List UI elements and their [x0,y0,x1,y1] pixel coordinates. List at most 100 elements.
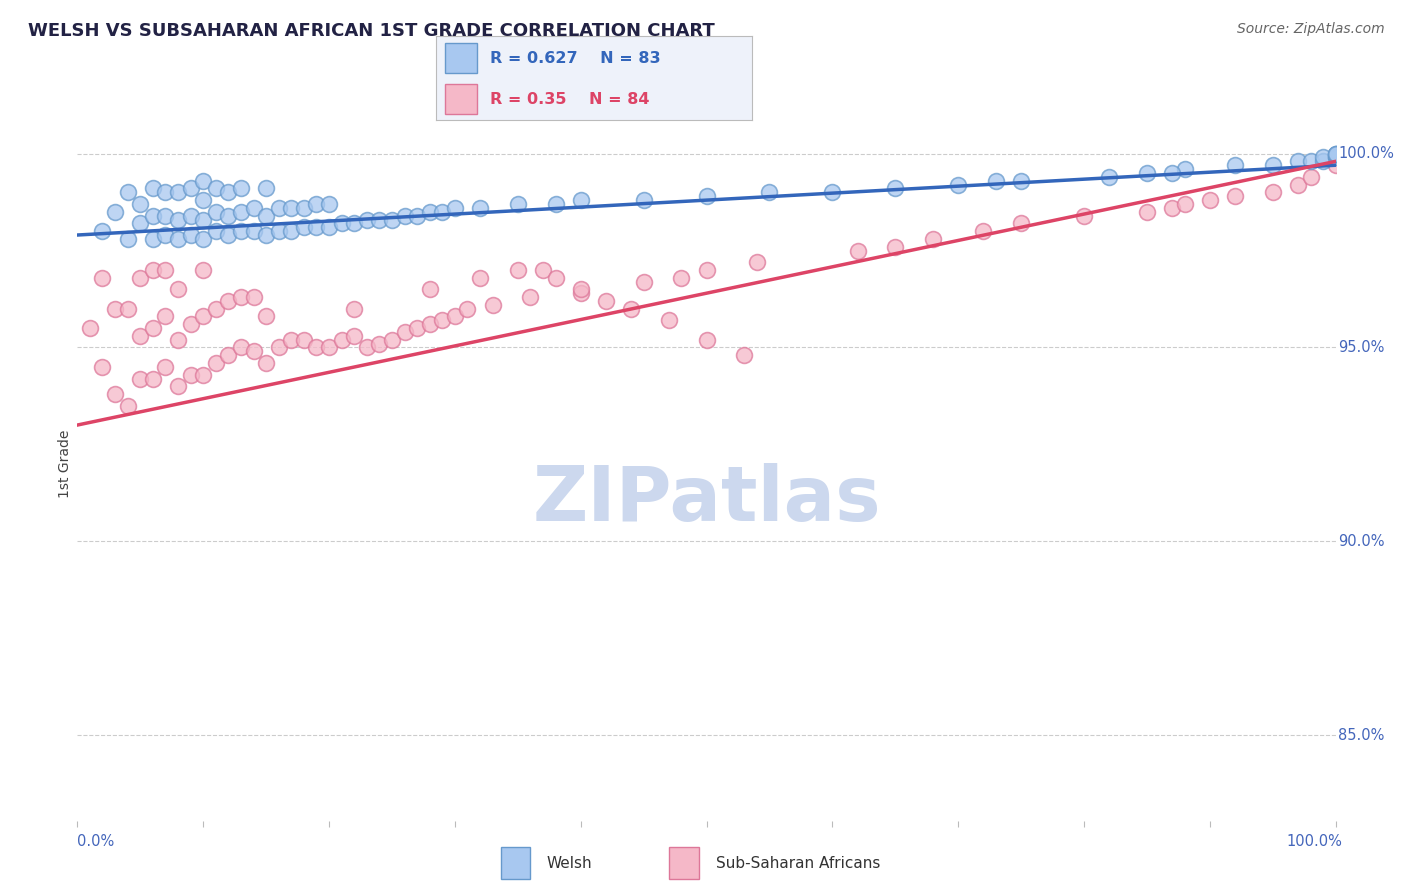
Point [381,333,404,347]
Point [254,310,277,324]
Point [129,197,152,211]
Point [506,197,529,211]
Point [142,181,165,195]
Point [204,224,226,238]
Point [267,201,290,215]
Point [444,201,467,215]
Point [191,263,215,277]
Point [104,204,127,219]
Y-axis label: 1st Grade: 1st Grade [58,430,72,498]
Point [129,371,152,385]
Point [254,356,277,370]
Point [280,224,302,238]
Point [481,298,503,312]
Point [1174,197,1197,211]
Point [217,186,239,200]
Point [79,321,101,335]
Bar [446,84,477,113]
Point [318,197,340,211]
Point [696,263,718,277]
Point [229,290,252,304]
Point [406,209,429,223]
Point [167,333,190,347]
Point [180,209,202,223]
Point [984,174,1007,188]
Point [1261,186,1284,200]
Point [1286,154,1309,169]
Point [318,220,340,235]
Point [419,317,441,331]
Point [1223,189,1246,203]
Point [229,341,252,355]
Point [544,270,567,285]
Point [305,197,328,211]
Point [381,212,404,227]
Point [658,313,681,327]
Point [204,356,226,370]
Point [1324,151,1347,165]
Point [167,232,190,246]
Point [204,181,226,195]
Point [191,193,215,207]
Point [394,209,416,223]
Point [633,193,655,207]
Point [155,310,177,324]
Point [155,359,177,374]
Point [1312,154,1334,169]
Point [1324,151,1347,165]
Bar [446,44,477,73]
Text: 100.0%: 100.0% [1339,146,1395,161]
Point [1299,169,1322,184]
Point [155,186,177,200]
Point [569,282,592,296]
Point [129,329,152,343]
Point [242,344,264,359]
Point [620,301,643,316]
Point [292,220,315,235]
Point [671,270,693,285]
Point [696,189,718,203]
Point [217,348,239,362]
Point [1073,209,1095,223]
Point [117,186,139,200]
Point [267,341,290,355]
Point [1299,154,1322,169]
Point [204,301,226,316]
Point [884,181,907,195]
Point [167,379,190,393]
Text: 0.0%: 0.0% [77,834,114,849]
Point [180,181,202,195]
Point [368,336,391,351]
Point [217,209,239,223]
Point [104,301,127,316]
Point [531,263,554,277]
Point [318,341,340,355]
Point [155,227,177,242]
Point [432,204,454,219]
Point [155,263,177,277]
Point [569,286,592,301]
Point [129,270,152,285]
Point [142,321,165,335]
Point [733,348,755,362]
Point [280,333,302,347]
Point [356,341,378,355]
Point [217,227,239,242]
Point [180,368,202,382]
Point [180,227,202,242]
Point [217,293,239,308]
Text: 90.0%: 90.0% [1339,534,1385,549]
Point [972,224,994,238]
Point [1174,162,1197,177]
Point [468,270,491,285]
Point [394,325,416,339]
Bar [501,847,530,879]
Point [1324,146,1347,161]
Bar [669,847,699,879]
Point [254,227,277,242]
Point [191,174,215,188]
Point [356,212,378,227]
Point [1324,146,1347,161]
Point [180,317,202,331]
Point [155,209,177,223]
